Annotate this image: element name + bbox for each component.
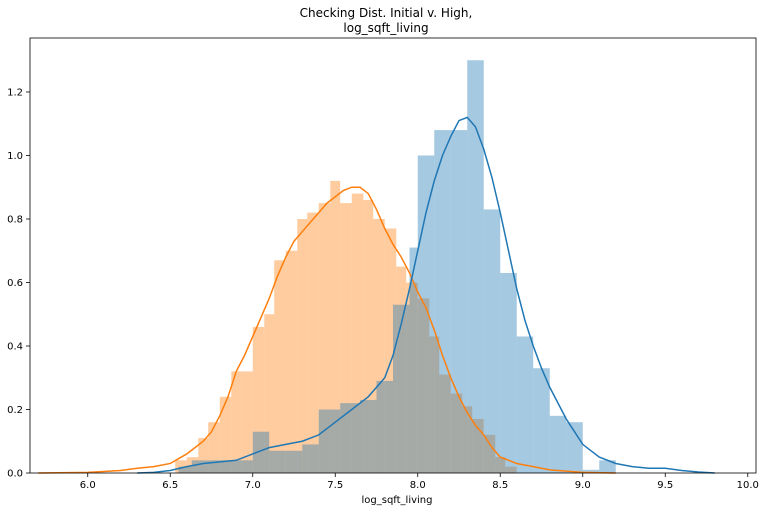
histogram-bar-series-1-bin-13 (409, 247, 418, 473)
x-tick-label-4: 8.0 (410, 480, 426, 491)
x-tick-label-6: 9.0 (575, 480, 591, 491)
histogram-bar-series-1-bin-5 (269, 450, 286, 473)
kde-layer (38, 116, 715, 474)
histogram-bar-series-0-bin-6 (241, 371, 253, 473)
y-tick-label-3: 0.6 (7, 278, 23, 289)
histogram-bar-series-0-bin-3 (208, 422, 220, 473)
histogram-bar-series-1-bin-14 (417, 155, 435, 474)
histogram-bar-series-1-bin-19 (500, 272, 517, 473)
histogram-bar-series-1-bin-9 (340, 403, 360, 473)
x-axis: 6.0 6.5 7.0 7.5 8.0 8.5 9.0 9.5 10.0 (80, 473, 759, 491)
x-tick-label-8: 10.0 (737, 480, 759, 491)
histogram-bar-series-0-bin-25 (450, 393, 463, 473)
x-tick-label-2: 7.0 (245, 480, 261, 491)
histogram-bar-series-1-bin-23 (566, 422, 583, 473)
histogram-bar-series-1-bin-4 (252, 431, 270, 473)
histogram-bar-series-1-bin-21 (533, 368, 550, 473)
histogram-bar-series-0-bin-15 (340, 203, 352, 474)
histogram-bar-series-1-bin-16 (450, 130, 468, 473)
histogram-bar-series-1-bin-7 (302, 444, 319, 473)
x-tick-label-5: 8.5 (492, 480, 508, 491)
histogram-bar-series-0-bin-20 (396, 266, 407, 473)
histogram-bar-series-1-bin-25 (599, 460, 616, 473)
histogram-bar-series-0-bin-30 (505, 466, 517, 473)
kde-line-series-1 (137, 116, 715, 474)
histogram-bar-series-0-bin-0 (175, 460, 187, 473)
histogram-bar-series-0-bin-29 (495, 457, 506, 473)
histogram-bar-series-1-bin-17 (467, 60, 484, 473)
histogram-bar-series-1-bin-0 (178, 466, 192, 473)
histogram-bar-series-1-bin-12 (393, 304, 410, 473)
x-axis-label: log_sqft_living (361, 495, 432, 506)
y-tick-label-4: 0.8 (7, 214, 23, 225)
histogram-bar-series-1-bin-22 (549, 415, 567, 473)
histogram-bar-series-0-bin-26 (462, 406, 473, 473)
histogram-bar-series-1-bin-18 (483, 209, 501, 473)
histogram-bar-series-0-bin-16 (351, 193, 364, 473)
histogram-bar-series-0-bin-28 (483, 434, 496, 473)
histogram-bar-series-1-bin-20 (516, 336, 534, 473)
chart-title: Checking Dist. Initial v. High, (300, 6, 473, 20)
histogram-bar-series-1-bin-1 (191, 460, 212, 473)
histogram-bar-series-0-bin-24 (439, 374, 451, 473)
histogram-bar-series-0-bin-23 (429, 336, 440, 473)
histogram-bar-series-0-bin-27 (472, 419, 484, 473)
chart-subtitle: log_sqft_living (343, 21, 428, 35)
y-tick-label-6: 1.2 (7, 87, 23, 98)
histogram-bar-series-1-bin-6 (285, 450, 303, 473)
y-tick-label-2: 0.4 (7, 341, 23, 352)
histogram-bar-series-0-bin-4 (219, 396, 232, 473)
x-tick-label-1: 6.5 (162, 480, 178, 491)
histogram-bar-series-0-bin-7 (252, 326, 265, 473)
y-tick-label-0: 0.0 (7, 469, 23, 480)
histogram-bar-series-1-bin-2 (211, 460, 233, 473)
y-tick-label-1: 0.2 (7, 405, 23, 416)
histogram-bar-series-0-bin-2 (198, 438, 209, 473)
histogram-bar-series-0-bin-8 (264, 314, 275, 473)
y-axis: 0.0 0.2 0.4 0.6 0.8 1.0 1.2 (7, 87, 30, 480)
histogram-bar-series-0-bin-10 (285, 250, 298, 473)
histogram-bar-series-1-bin-3 (232, 460, 253, 473)
histogram-bar-series-0-bin-9 (274, 260, 286, 473)
histogram-bar-series-1-bin-24 (582, 469, 600, 473)
y-tick-label-5: 1.0 (7, 151, 23, 162)
x-tick-label-3: 7.5 (327, 480, 343, 491)
histogram-bar-series-0-bin-18 (373, 218, 385, 473)
plot-frame (29, 37, 757, 474)
bars-layer (175, 60, 616, 474)
histogram-bar-series-0-bin-12 (307, 212, 319, 473)
histogram-bar-series-1-bin-10 (360, 399, 377, 473)
histogram-bar-series-0-bin-13 (318, 203, 331, 474)
kde-line-series-0 (38, 186, 616, 474)
x-tick-label-7: 9.5 (657, 480, 673, 491)
histogram-bar-series-0-bin-21 (406, 282, 418, 473)
histogram-bar-series-1-bin-15 (434, 130, 451, 473)
histogram-bar-series-0-bin-19 (384, 228, 397, 473)
histogram-bar-series-0-bin-11 (297, 218, 308, 473)
histogram-bar-series-0-bin-17 (363, 199, 374, 473)
x-tick-label-0: 6.0 (80, 480, 96, 491)
histogram-bar-series-1-bin-11 (376, 380, 393, 473)
histogram-bar-series-0-bin-22 (417, 298, 430, 473)
histogram-bar-series-0-bin-5 (231, 371, 242, 473)
histogram-bar-series-1-bin-8 (318, 409, 341, 473)
histogram-bar-series-0-bin-14 (330, 180, 341, 473)
